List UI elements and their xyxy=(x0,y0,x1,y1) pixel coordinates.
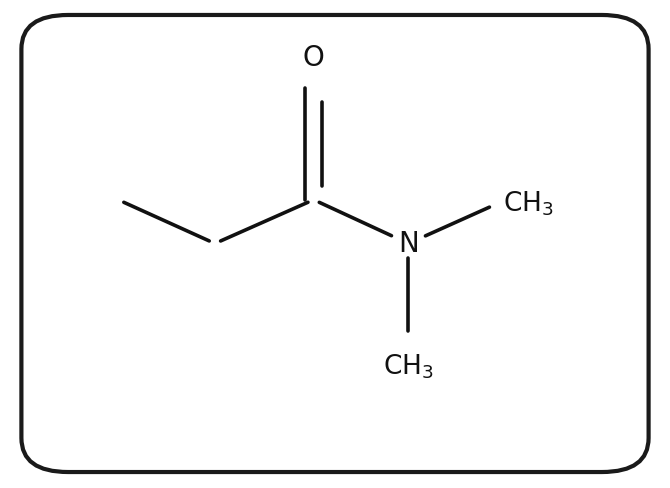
Text: O: O xyxy=(303,44,324,72)
Text: N: N xyxy=(398,230,419,258)
Text: CH$_3$: CH$_3$ xyxy=(383,352,433,380)
Text: CH$_3$: CH$_3$ xyxy=(503,189,554,218)
